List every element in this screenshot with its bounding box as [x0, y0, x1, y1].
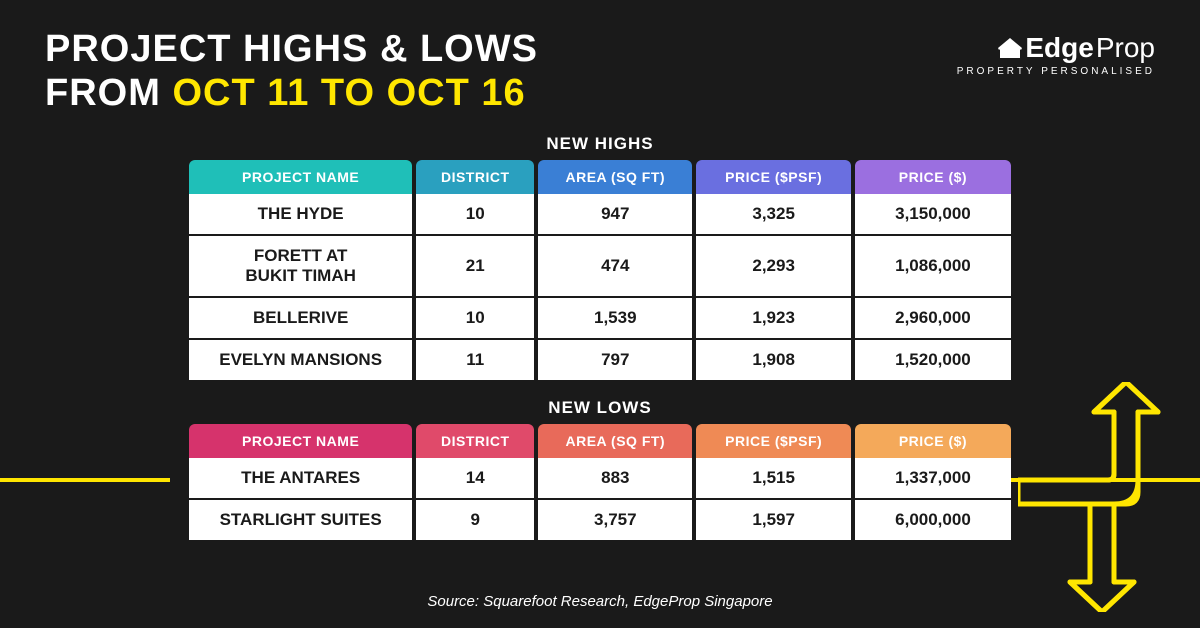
highs-label: NEW HIGHS [185, 134, 1015, 154]
logo-text-edge: Edge [1025, 32, 1093, 64]
cell-name: BELLERIVE [189, 298, 412, 340]
cell-area: 474 [538, 236, 692, 298]
lows-label: NEW LOWS [185, 398, 1015, 418]
tables-container: NEW HIGHS PROJECT NAME DISTRICT AREA (SQ… [185, 134, 1015, 540]
highs-tbody: THE HYDE109473,3253,150,000FORETT ATBUKI… [189, 194, 1011, 380]
title-line-2: FROM OCT 11 TO OCT 16 [45, 72, 538, 116]
col-header-area: AREA (SQ FT) [538, 160, 692, 194]
cell-name: STARLIGHT SUITES [189, 500, 412, 540]
cell-district: 14 [416, 458, 534, 500]
house-icon [997, 37, 1023, 59]
edgeprop-logo: EdgeProp PROPERTY PERSONALISED [957, 32, 1155, 77]
cell-name: EVELYN MANSIONS [189, 340, 412, 380]
table-row: FORETT ATBUKIT TIMAH214742,2931,086,000 [189, 236, 1011, 298]
cell-area: 1,539 [538, 298, 692, 340]
cell-name: THE ANTARES [189, 458, 412, 500]
col-header-district: DISTRICT [416, 160, 534, 194]
cell-psf: 3,325 [696, 194, 851, 236]
highs-table: PROJECT NAME DISTRICT AREA (SQ FT) PRICE… [185, 160, 1015, 380]
cell-price: 6,000,000 [855, 500, 1011, 540]
cell-area: 947 [538, 194, 692, 236]
cell-psf: 2,293 [696, 236, 851, 298]
decoration-line-left [0, 478, 170, 482]
title-prefix: FROM [45, 72, 172, 114]
cell-psf: 1,515 [696, 458, 851, 500]
cell-district: 11 [416, 340, 534, 380]
title-date-range: OCT 11 TO OCT 16 [172, 72, 525, 114]
table-row: EVELYN MANSIONS117971,9081,520,000 [189, 340, 1011, 380]
col-header-price: PRICE ($) [855, 424, 1011, 458]
col-header-name: PROJECT NAME [189, 160, 412, 194]
table-row: STARLIGHT SUITES93,7571,5976,000,000 [189, 500, 1011, 540]
cell-district: 9 [416, 500, 534, 540]
col-header-psf: PRICE ($PSF) [696, 160, 851, 194]
cell-psf: 1,923 [696, 298, 851, 340]
col-header-price: PRICE ($) [855, 160, 1011, 194]
title-line-1: PROJECT HIGHS & LOWS [45, 28, 538, 72]
cell-name: FORETT ATBUKIT TIMAH [189, 236, 412, 298]
logo-text-prop: Prop [1096, 32, 1155, 64]
table-row: THE ANTARES148831,5151,337,000 [189, 458, 1011, 500]
col-header-district: DISTRICT [416, 424, 534, 458]
col-header-psf: PRICE ($PSF) [696, 424, 851, 458]
arrows-icon [1018, 382, 1188, 612]
cell-area: 797 [538, 340, 692, 380]
logo-wordmark: EdgeProp [957, 32, 1155, 64]
cell-price: 1,086,000 [855, 236, 1011, 298]
table-row: THE HYDE109473,3253,150,000 [189, 194, 1011, 236]
col-header-name: PROJECT NAME [189, 424, 412, 458]
cell-psf: 1,908 [696, 340, 851, 380]
cell-price: 1,337,000 [855, 458, 1011, 500]
cell-district: 10 [416, 194, 534, 236]
cell-psf: 1,597 [696, 500, 851, 540]
col-header-area: AREA (SQ FT) [538, 424, 692, 458]
logo-tagline: PROPERTY PERSONALISED [957, 66, 1155, 77]
lows-tbody: THE ANTARES148831,5151,337,000STARLIGHT … [189, 458, 1011, 540]
cell-price: 1,520,000 [855, 340, 1011, 380]
cell-area: 883 [538, 458, 692, 500]
cell-area: 3,757 [538, 500, 692, 540]
cell-district: 10 [416, 298, 534, 340]
cell-price: 3,150,000 [855, 194, 1011, 236]
cell-district: 21 [416, 236, 534, 298]
title-block: PROJECT HIGHS & LOWS FROM OCT 11 TO OCT … [45, 28, 538, 115]
table-row: BELLERIVE101,5391,9232,960,000 [189, 298, 1011, 340]
cell-name: THE HYDE [189, 194, 412, 236]
cell-price: 2,960,000 [855, 298, 1011, 340]
lows-table: PROJECT NAME DISTRICT AREA (SQ FT) PRICE… [185, 424, 1015, 540]
